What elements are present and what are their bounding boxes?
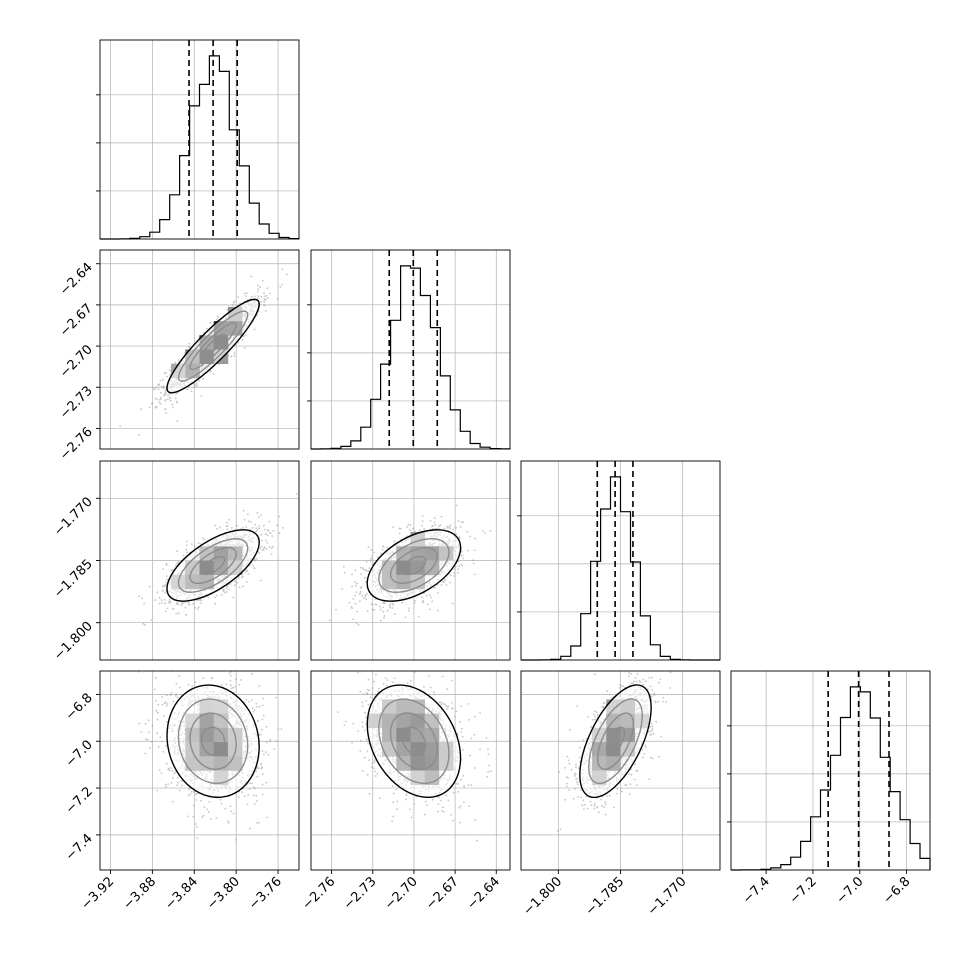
y-tick-label-3-2: −7.0 (63, 737, 96, 770)
x-tick-label-2-2: −1.770 (645, 874, 690, 919)
x-tick-label-0-1: −3.88 (120, 874, 159, 913)
scatter-panel-0-2 (99, 460, 300, 661)
histogram-1 (310, 249, 511, 450)
y-tick-label-2-0: −1.800 (51, 619, 96, 664)
x-tick-label-0-3: −3.80 (204, 874, 243, 913)
x-tick-label-2-1: −1.785 (583, 874, 628, 919)
y-tick-label-3-1: −7.2 (63, 784, 96, 817)
scatter-panel-0-1 (99, 249, 300, 450)
contour-2-3-3 (579, 684, 652, 799)
contour-0-1-3 (166, 298, 260, 394)
y-tick-label-2-2: −1.770 (51, 495, 96, 540)
histogram-steps-0 (100, 55, 300, 240)
y-tick-label-1-0: −2.76 (57, 425, 96, 464)
x-tick-label-3-0: −7.4 (740, 874, 773, 907)
histogram-2 (520, 460, 721, 661)
x-tick-label-1-0: −2.76 (300, 874, 339, 913)
contour-1-2-3 (366, 529, 462, 602)
scatter-panel-0-3 (99, 670, 300, 871)
contour-0-3-3 (166, 684, 260, 799)
scatter-panel-1-2 (310, 460, 511, 661)
x-tick-label-1-4: −2.64 (464, 874, 503, 913)
y-tick-label-1-1: −2.73 (57, 383, 96, 422)
x-tick-label-2-0: −1.800 (521, 874, 566, 919)
x-tick-label-3-3: −6.8 (880, 874, 913, 907)
histogram-steps-3 (731, 686, 931, 871)
y-tick-label-3-3: −6.8 (63, 691, 96, 724)
histogram-steps-2 (521, 476, 720, 661)
y-tick-label-1-2: −2.70 (57, 342, 96, 381)
x-tick-label-1-3: −2.67 (423, 874, 462, 913)
scatter-panel-1-3 (310, 670, 511, 871)
x-tick-label-3-1: −7.2 (787, 874, 820, 907)
y-tick-label-2-1: −1.785 (51, 557, 96, 602)
contour-1-3-3 (366, 684, 462, 799)
histogram-3 (730, 670, 931, 871)
x-tick-label-0-0: −3.92 (79, 874, 118, 913)
histogram-steps-1 (311, 265, 511, 450)
x-tick-label-0-4: −3.76 (246, 874, 285, 913)
y-tick-label-1-4: −2.64 (57, 260, 96, 299)
corner-panels: −3.92 −3.88 −3.84 −3.80 −3.76 −2.76 −2.73 −2.70… (51, 39, 931, 919)
histogram-0 (99, 39, 300, 240)
x-tick-label-3-2: −7.0 (834, 874, 867, 907)
x-tick-label-1-2: −2.70 (382, 874, 421, 913)
y-tick-label-1-3: −2.67 (57, 301, 96, 340)
contour-0-2-3 (166, 529, 260, 602)
x-tick-label-1-1: −2.73 (341, 874, 380, 913)
scatter-panel-2-3 (520, 670, 721, 871)
tick-labels: −3.92 −3.88 −3.84 −3.80 −3.76 −2.76 −2.73 −2.70… (51, 94, 913, 919)
x-tick-label-0-2: −3.84 (162, 874, 201, 913)
y-tick-label-3-0: −7.4 (63, 831, 96, 864)
